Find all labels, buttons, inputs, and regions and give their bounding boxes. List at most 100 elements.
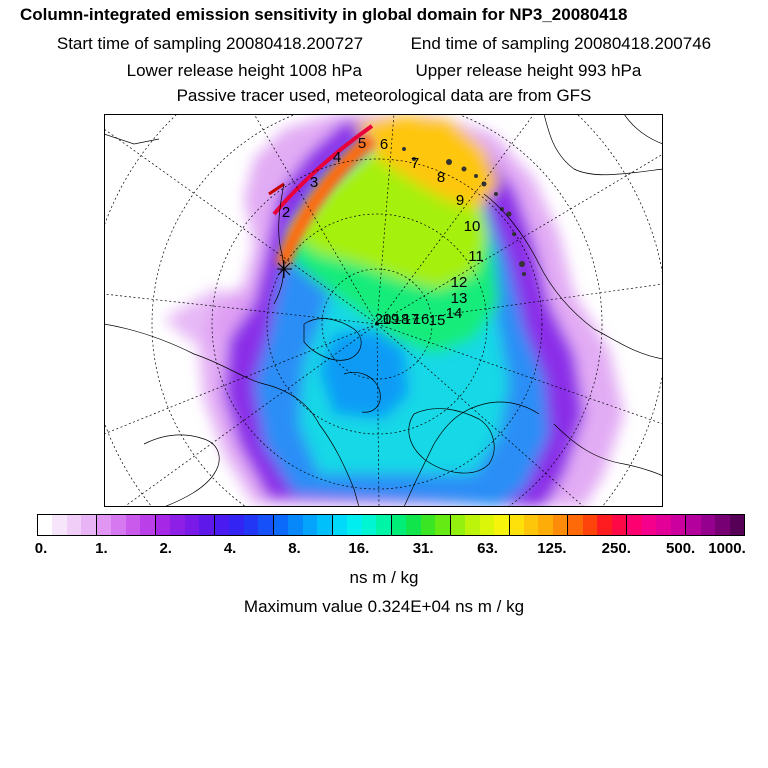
map-panel: 2 3 4 5 6 7 8 9 10 11 12 13 14 15 16 17 18 19 20	[104, 114, 663, 507]
track-label: 10	[464, 218, 481, 235]
tracer-info: Passive tracer used, meteorological data…	[176, 86, 592, 105]
colorbar-segment	[52, 515, 67, 535]
colorbar-segment	[685, 515, 701, 535]
colorbar-segment	[729, 515, 745, 535]
colorbar-segment	[656, 515, 671, 535]
track-label: 4	[333, 149, 341, 166]
colorbar-tick-label: 31.	[412, 540, 434, 557]
colorbar-segment	[700, 515, 716, 535]
track-label: 18	[393, 311, 410, 328]
colorbar-segment	[465, 515, 480, 535]
colorbar-segment	[317, 515, 332, 535]
colorbar-segment	[66, 515, 82, 535]
colorbar-segment	[582, 515, 598, 535]
upper-release-label: Upper release height 993 hPa	[415, 61, 642, 80]
colorbar-tick-label: 500.	[666, 540, 696, 557]
track-label: 5	[358, 135, 366, 152]
track-label: 16	[413, 311, 430, 328]
colorbar-segment	[199, 515, 214, 535]
track-label: 6	[380, 136, 388, 153]
colorbar-tick-label: 16.	[348, 540, 370, 557]
track-label: 20	[375, 311, 392, 328]
colorbar-segment	[272, 515, 289, 535]
colorbar-segment	[449, 515, 466, 535]
colorbar-segment	[494, 515, 509, 535]
colorbar-segment	[95, 515, 112, 535]
colorbar-tick-label: 250.	[601, 540, 631, 557]
colorbar-segment	[538, 515, 553, 535]
colorbar-segment	[243, 515, 259, 535]
colorbar-tick-label: 1000.	[708, 540, 746, 557]
colorbar-segment	[331, 515, 348, 535]
colorbar-segment	[567, 515, 583, 535]
colorbar-segment	[508, 515, 524, 535]
colorbar-segment	[38, 515, 53, 535]
colorbar-segment	[626, 515, 642, 535]
colorbar	[37, 514, 745, 536]
map-frame	[104, 114, 663, 507]
colorbar-segment	[715, 515, 730, 535]
track-label: 11	[468, 248, 484, 265]
colorbar-segment	[258, 515, 273, 535]
colorbar-segment	[523, 515, 539, 535]
colorbar-segment	[420, 515, 436, 535]
colorbar-segment	[435, 515, 450, 535]
end-time-label: End time of sampling 20080418.200746	[410, 34, 712, 53]
colorbar-segment	[170, 515, 185, 535]
colorbar-segment	[184, 515, 200, 535]
track-label: 9	[456, 192, 464, 209]
track-label: 14	[446, 305, 463, 322]
colorbar-segment	[288, 515, 303, 535]
track-label: 13	[451, 290, 468, 307]
colorbar-segment	[111, 515, 126, 535]
colorbar-segment	[479, 515, 495, 535]
maximum-value: Maximum value 0.324E+04 ns m / kg	[243, 597, 525, 616]
colorbar-segment	[125, 515, 141, 535]
colorbar-segment	[406, 515, 421, 535]
colorbar-segment	[670, 515, 686, 535]
release-marker	[277, 260, 292, 278]
start-time-label: Start time of sampling 20080418.200727	[56, 34, 364, 53]
track-label: 7	[411, 155, 419, 172]
track-label: 19	[383, 311, 400, 328]
colorbar-segment	[213, 515, 230, 535]
colorbar-segment	[390, 515, 407, 535]
track-label: 8	[437, 169, 445, 186]
colorbar-segment	[552, 515, 568, 535]
colorbar-segment	[611, 515, 627, 535]
colorbar-segment	[597, 515, 612, 535]
colorbar-segment	[361, 515, 377, 535]
colorbar-segment	[302, 515, 318, 535]
colorbar-units: ns m / kg	[349, 568, 419, 587]
plot-title: Column-integrated emission sensitivity i…	[20, 5, 628, 24]
release-heights: Lower release height 1008 hPa Upper rele…	[0, 61, 768, 81]
sampling-times: Start time of sampling 20080418.200727 E…	[0, 34, 768, 54]
colorbar-tick-label: 2.	[159, 540, 172, 557]
colorbar-segment	[81, 515, 96, 535]
colorbar-segment	[229, 515, 244, 535]
colorbar-tick-label: 125.	[537, 540, 567, 557]
colorbar-segment	[347, 515, 362, 535]
colorbar-tick-label: 0.	[34, 540, 48, 557]
colorbar-tick-label: 8.	[288, 540, 301, 557]
track-label: 15	[429, 312, 446, 329]
sensitivity-field	[164, 114, 624, 507]
track-core-red	[272, 124, 374, 216]
track-label: 2	[282, 204, 290, 221]
colorbar-segment	[376, 515, 391, 535]
colorbar-tick-label: 1.	[95, 540, 108, 557]
colorbar-segment	[140, 515, 155, 535]
graticule	[104, 114, 663, 507]
colorbar-segment	[154, 515, 171, 535]
coastlines	[104, 114, 663, 507]
colorbar-tick-label: 4.	[223, 540, 237, 557]
lower-release-label: Lower release height 1008 hPa	[126, 61, 362, 80]
dark-high-spots	[402, 147, 526, 276]
track-label: 12	[451, 274, 468, 291]
track-label: 17	[403, 311, 420, 328]
colorbar-segment	[641, 515, 657, 535]
track-label: 3	[310, 174, 318, 191]
colorbar-tick-label: 63.	[477, 540, 498, 557]
